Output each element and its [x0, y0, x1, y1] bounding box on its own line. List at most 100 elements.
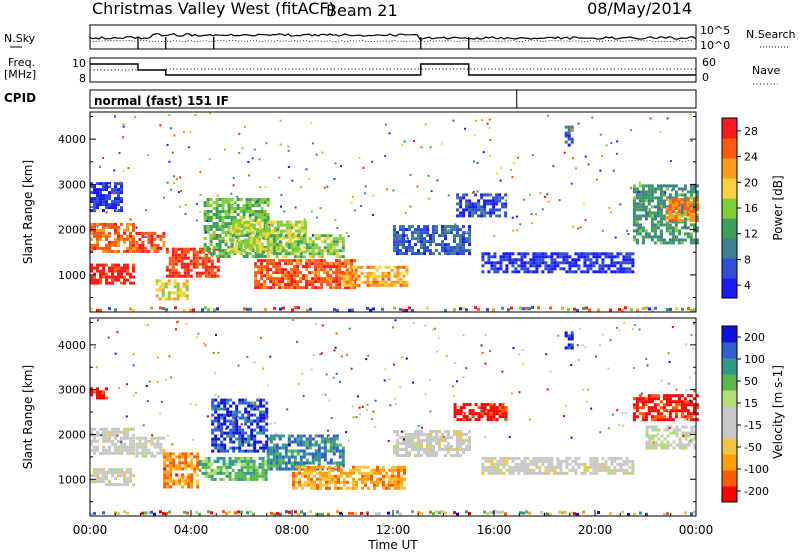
power-colorbar-tick: 28: [744, 125, 758, 138]
power-cell: [153, 249, 157, 253]
velocity-cell: [687, 440, 691, 444]
power-cell: [574, 258, 578, 262]
power-cell: [114, 269, 117, 273]
power-cell: [285, 229, 289, 233]
velocity-cell: [505, 462, 509, 466]
power-cell: [695, 204, 699, 207]
power-cell: [659, 232, 663, 236]
power-ground-cell: [306, 308, 309, 312]
power-cell: [293, 240, 297, 244]
power-cell: [290, 237, 294, 241]
velocity-cell: [141, 436, 145, 440]
velocity-cell: [299, 455, 303, 459]
power-cell: [363, 274, 367, 278]
power-cell: [179, 288, 183, 292]
velocity-cell: [278, 452, 282, 456]
power-cell: [586, 264, 590, 268]
power-cell: [249, 247, 253, 251]
velocity-cell: [299, 437, 303, 441]
velocity-scatter-point: [214, 393, 217, 396]
velocity-cell: [105, 471, 108, 475]
power-cell: [616, 270, 620, 274]
power-cell: [275, 280, 279, 284]
velocity-cell: [311, 455, 315, 459]
power-cell: [683, 199, 687, 203]
power-cell: [317, 268, 321, 272]
velocity-cell: [568, 462, 572, 466]
power-cell: [195, 274, 199, 278]
velocity-cell: [132, 442, 135, 446]
power-cell: [567, 125, 571, 129]
power-cell: [267, 250, 271, 254]
power-cell: [686, 190, 690, 194]
power-cell: [212, 234, 216, 237]
power-cell: [167, 282, 171, 286]
velocity-ground-cell: [483, 510, 486, 514]
power-cell: [285, 241, 289, 245]
power-scatter-point: [528, 193, 531, 196]
velocity-cell: [656, 403, 660, 407]
power-cell: [111, 266, 114, 270]
power-cell: [206, 216, 210, 219]
velocity-ground-cell: [309, 510, 312, 514]
velocity-cell: [438, 430, 441, 433]
power-cell: [396, 280, 400, 284]
power-cell: [348, 280, 352, 284]
velocity-cell: [317, 434, 321, 438]
velocity-cell: [308, 446, 312, 450]
power-cell: [218, 246, 222, 249]
power-cell: [680, 193, 684, 197]
velocity-cell: [674, 394, 678, 398]
power-cell: [305, 268, 309, 272]
power-scatter-point: [625, 229, 628, 232]
velocity-cell: [681, 443, 685, 447]
velocity-cell: [403, 468, 406, 472]
power-cell: [381, 283, 385, 287]
velocity-cell: [610, 456, 614, 460]
power-ground-cell: [666, 308, 669, 312]
power-cell: [234, 223, 238, 227]
velocity-cell: [641, 412, 645, 416]
velocity-cell: [228, 459, 232, 463]
velocity-scatter-point: [512, 347, 515, 350]
velocity-cell: [290, 455, 294, 459]
power-cell: [252, 232, 256, 236]
power-cell: [114, 243, 117, 247]
velocity-cell: [166, 464, 170, 468]
power-cell: [384, 283, 388, 287]
velocity-cell: [650, 409, 654, 413]
power-cell: [668, 241, 672, 245]
power-scatter-point: [488, 118, 491, 121]
power-cell: [254, 201, 258, 204]
power-cell: [341, 240, 345, 244]
power-cell: [523, 252, 527, 256]
velocity-cell: [261, 459, 265, 463]
power-cell: [246, 226, 250, 230]
power-cell: [93, 188, 96, 192]
power-scatter-point: [264, 211, 267, 214]
power-cell: [207, 274, 211, 278]
velocity-cell: [249, 456, 253, 460]
power-scatter-point: [103, 223, 106, 225]
velocity-cell: [275, 455, 279, 459]
power-cell: [501, 205, 505, 209]
power-scatter-point: [404, 212, 407, 214]
power-cell: [372, 280, 376, 284]
power-cell: [641, 226, 645, 230]
power-cell: [589, 264, 593, 268]
velocity-cell: [120, 471, 123, 475]
power-cell: [580, 270, 584, 274]
velocity-cell: [314, 434, 318, 438]
velocity-scatter-point: [480, 409, 483, 412]
power-cell: [535, 270, 539, 274]
velocity-cell: [328, 480, 331, 484]
power-cell: [462, 249, 465, 253]
power-cell: [668, 219, 672, 222]
velocity-cell: [544, 456, 548, 460]
velocity-cell: [538, 468, 542, 472]
power-cell: [489, 202, 493, 206]
power-cell: [366, 280, 370, 284]
velocity-cell: [201, 459, 205, 463]
power-cell: [387, 277, 391, 281]
